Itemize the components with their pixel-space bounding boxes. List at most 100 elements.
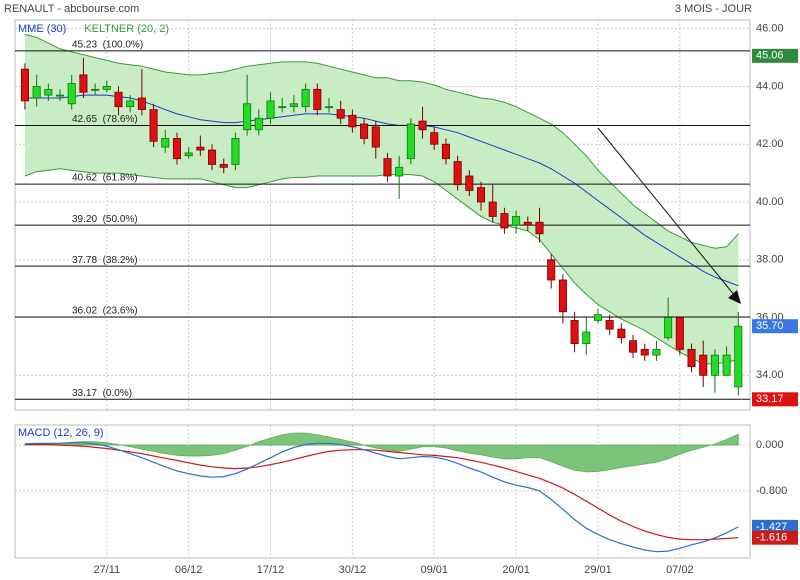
candle-body: [547, 259, 556, 281]
price-tag-label: -1.616: [756, 532, 787, 544]
fib-label: 33.17 (0.0%): [72, 388, 132, 399]
price-tag: [752, 519, 798, 534]
candle-body: [664, 317, 673, 339]
trend-arrow-head: [728, 290, 741, 304]
candle-body: [266, 100, 275, 119]
candle-body: [477, 187, 486, 203]
macd-tick-label: -0.800: [756, 485, 787, 497]
x-tick-label: 06/12: [175, 564, 203, 576]
candle-body: [383, 158, 392, 177]
x-tick-label: 29/01: [584, 564, 612, 576]
candle-body: [137, 97, 146, 110]
candle-body: [301, 88, 310, 108]
candle-body: [208, 149, 217, 165]
candle-body: [371, 126, 380, 148]
y-tick-label: 42.00: [756, 138, 784, 150]
keltner-upper: [24, 33, 739, 249]
macd-layer: [24, 432, 739, 553]
candle-body: [196, 146, 205, 151]
signal-line: [24, 443, 739, 541]
candle-body: [699, 354, 708, 376]
candle-body: [184, 152, 193, 157]
candle-body: [640, 348, 649, 356]
fib-label: 39.20 (50.0%): [72, 214, 138, 225]
candle-body: [172, 138, 181, 160]
price-tag: [752, 392, 798, 407]
macd-line: [24, 442, 739, 553]
macd-histogram: [24, 432, 739, 473]
candle-body: [570, 320, 579, 344]
candle-body: [126, 100, 135, 108]
y-tick-label: 46.00: [756, 23, 784, 35]
candle-body: [500, 213, 509, 229]
candle-body: [231, 138, 240, 165]
price-tag-label: 35.70: [756, 320, 784, 332]
candle-body: [219, 164, 228, 168]
candle-body: [453, 161, 462, 186]
fib-label: 40.62 (61.8%): [72, 173, 138, 184]
price-tag-label: -1.427: [756, 521, 787, 533]
x-tick-label: 20/01: [502, 564, 530, 576]
fibonacci-layer: 45.23 (100.0%) 42.65 (78.6%) 40.62 (61.8%)…: [15, 40, 750, 400]
candle-body: [687, 348, 696, 368]
candle-body: [360, 123, 369, 139]
candle-body: [465, 175, 474, 191]
y-tick-label: 44.00: [756, 80, 784, 92]
macd-title: MACD (12, 26, 9): [18, 427, 104, 439]
candle-body: [91, 88, 100, 91]
y-tick-label: 34.00: [756, 369, 784, 381]
candle-body: [722, 354, 731, 376]
keltner-lower: [24, 168, 739, 365]
candle-body: [629, 340, 638, 353]
price-pane: [14, 19, 751, 411]
macd-tick-label: 0.000: [756, 439, 784, 451]
candle-layer: [20, 57, 743, 396]
candle-body: [558, 279, 567, 313]
candle-body: [313, 88, 322, 110]
price-tag-label: 45.06: [756, 50, 784, 62]
price-tag: [752, 319, 798, 334]
candle-body: [710, 354, 719, 376]
fib-label: 36.02 (23.6%): [72, 306, 138, 317]
fib-label: 42.65 (78.6%): [72, 114, 138, 125]
y-tick-label: 38.00: [756, 254, 784, 266]
y-tick-label: 40.00: [756, 196, 784, 208]
candle-body: [102, 86, 111, 90]
candle-body: [32, 86, 41, 99]
candle-body: [67, 83, 76, 105]
candle-body: [593, 314, 602, 321]
period-label: 3 MOIS - JOUR: [675, 3, 752, 15]
candle-body: [406, 123, 415, 160]
price-tag: [752, 48, 798, 63]
candle-body: [395, 166, 404, 177]
candle-body: [441, 143, 450, 160]
candle-body: [278, 106, 287, 109]
keltner-fill: [24, 34, 739, 364]
candle-body: [652, 348, 661, 356]
candle-body: [734, 325, 743, 388]
candle-body: [161, 138, 170, 148]
candle-body: [243, 103, 252, 131]
candle-body: [488, 201, 497, 217]
candle-body: [254, 117, 263, 131]
candle-body: [617, 328, 626, 339]
candle-body: [44, 88, 53, 96]
axis-layer: 27/11 06/12 17/12 30/12 09/01 20/01 29/01 07/02…: [93, 23, 798, 576]
candle-body: [336, 109, 345, 119]
macd-pane: [14, 424, 751, 559]
x-tick-label: 17/12: [257, 564, 285, 576]
x-tick-label: 27/11: [93, 564, 120, 576]
candle-body: [675, 317, 684, 350]
candle-body: [582, 331, 591, 344]
price-tag: [752, 530, 798, 545]
candle-body: [348, 114, 357, 128]
candle-body: [114, 91, 123, 108]
candle-body: [418, 120, 427, 131]
candle-body: [324, 106, 334, 109]
legend-entry: KELTNER (20, 2): [84, 23, 169, 35]
fib-label: 37.78 (38.2%): [72, 255, 138, 266]
candle-body: [535, 221, 544, 235]
chart-title: RENAULT - abcbourse.com: [4, 3, 139, 15]
candle-body: [523, 221, 532, 226]
